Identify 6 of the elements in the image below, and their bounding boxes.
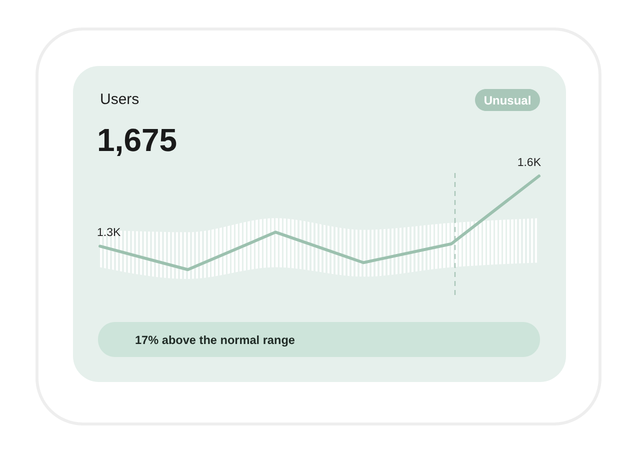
chart-subtitle: 1,675: [97, 122, 178, 158]
text: 17% above the normal range: [135, 333, 296, 347]
data-label: 1.3K: [97, 227, 121, 240]
data-label: 1.6K: [517, 157, 542, 169]
text: Unusual: [484, 94, 532, 108]
chart-title: Users: [100, 91, 140, 108]
